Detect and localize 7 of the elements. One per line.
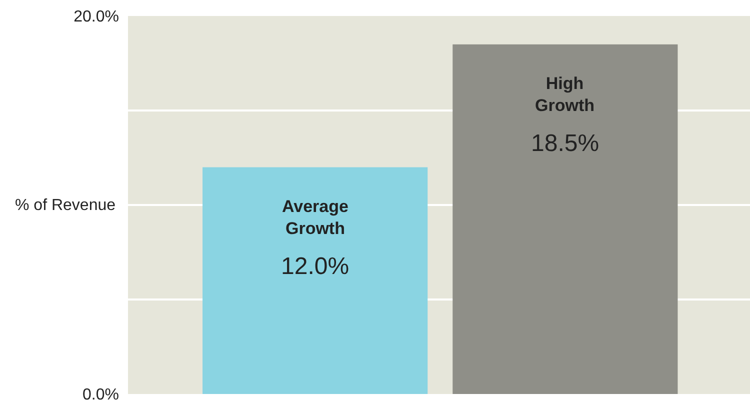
data-label: 18.5% — [531, 130, 600, 157]
x-tick-label: Average Growth — [282, 197, 348, 238]
x-tick-label: High Growth — [535, 74, 594, 116]
y-axis-title: % of Revenue — [15, 197, 116, 214]
y-tick-label: 0.0% — [82, 386, 119, 404]
data-label: 12.0% — [281, 253, 350, 280]
y-tick-label: 20.0% — [74, 8, 119, 26]
